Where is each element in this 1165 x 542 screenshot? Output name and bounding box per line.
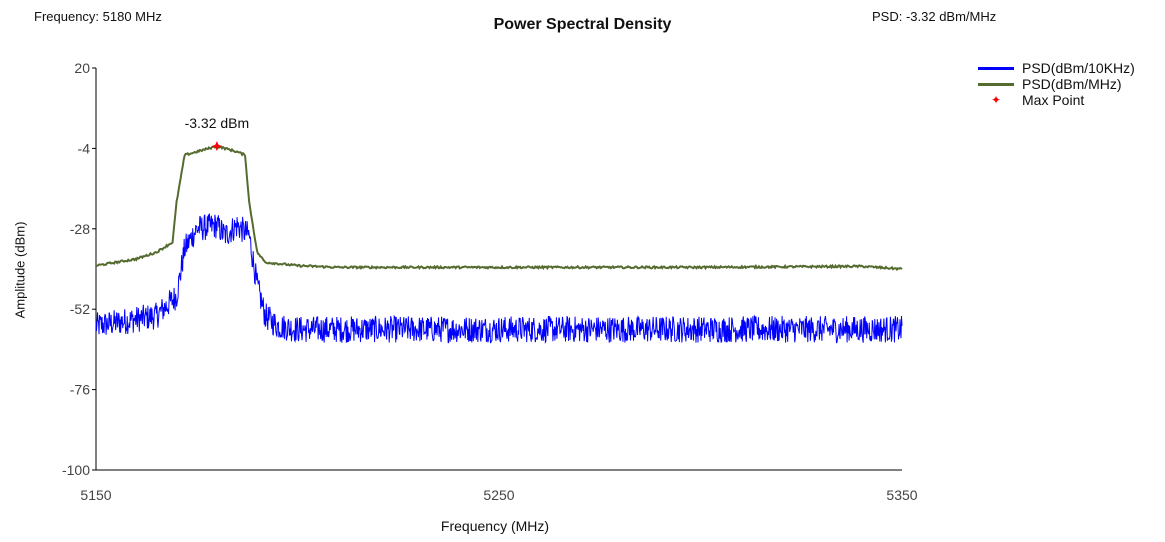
y-tick-label: 20 bbox=[74, 60, 90, 76]
legend-item-psd-mhz: PSD(dBm/MHz) bbox=[978, 76, 1135, 92]
y-tick-label: -4 bbox=[78, 140, 91, 156]
y-tick-label: -76 bbox=[70, 382, 90, 398]
psd-readout: PSD: -3.32 dBm/MHz bbox=[872, 9, 997, 24]
x-tick-label: 5250 bbox=[483, 487, 514, 503]
legend-swatch-green bbox=[978, 82, 1014, 86]
max-point-label: -3.32 dBm bbox=[185, 115, 250, 131]
legend-item-psd-10khz: PSD(dBm/10KHz) bbox=[978, 60, 1135, 76]
legend-label-psd-10khz: PSD(dBm/10KHz) bbox=[1022, 60, 1135, 76]
legend-label-psd-mhz: PSD(dBm/MHz) bbox=[1022, 76, 1122, 92]
legend: PSD(dBm/10KHz) PSD(dBm/MHz) ✦ Max Point bbox=[978, 60, 1135, 108]
x-axis-label: Frequency (MHz) bbox=[440, 518, 550, 534]
series-psd-10khz-line bbox=[95, 213, 903, 344]
y-tick-label: -100 bbox=[62, 462, 90, 478]
frequency-readout: Frequency: 5180 MHz bbox=[34, 9, 162, 24]
y-tick-label: -28 bbox=[70, 221, 90, 237]
legend-max-point-marker-icon: ✦ bbox=[990, 93, 1002, 107]
x-tick-label: 5350 bbox=[886, 487, 917, 503]
legend-swatch-blue bbox=[978, 66, 1014, 70]
x-tick-label: 5150 bbox=[80, 487, 111, 503]
chart-title: Power Spectral Density bbox=[493, 16, 672, 33]
legend-item-max-point: ✦ Max Point bbox=[978, 92, 1135, 108]
legend-label-max-point: Max Point bbox=[1022, 92, 1085, 108]
y-tick-label: -52 bbox=[70, 301, 90, 317]
max-point-marker bbox=[211, 141, 222, 152]
series-psd-mhz-line bbox=[95, 144, 903, 272]
